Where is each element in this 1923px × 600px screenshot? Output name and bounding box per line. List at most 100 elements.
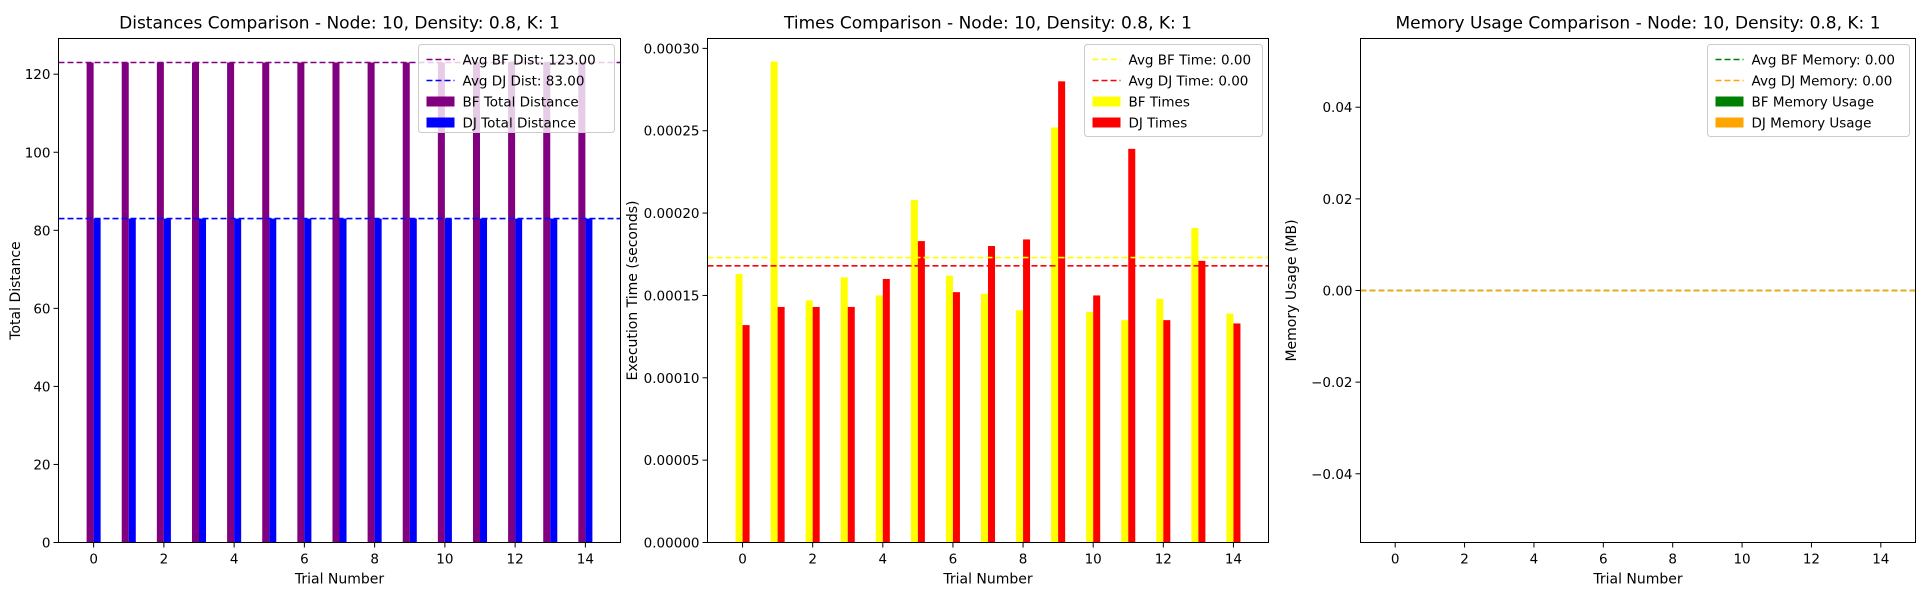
bar [1023, 239, 1031, 543]
x-tick-label: 14 [1225, 552, 1242, 568]
legend-label: Avg DJ Time: 0.00 [1129, 74, 1249, 90]
x-tick-label: 12 [1155, 552, 1172, 568]
bar [234, 218, 242, 543]
bar [1051, 127, 1059, 543]
y-tick-label: 0.00005 [644, 453, 700, 469]
y-tick-label: 0.04 [1322, 100, 1352, 116]
bar [840, 277, 848, 543]
y-tick-label: −0.04 [1311, 467, 1352, 483]
x-tick-label: 8 [370, 552, 379, 568]
bar [1086, 311, 1094, 543]
bar [128, 218, 136, 543]
bar [93, 218, 101, 543]
bar [945, 275, 953, 543]
y-tick-label: 60 [33, 301, 50, 317]
x-tick-label: 4 [879, 552, 888, 568]
legend-label: Avg BF Dist: 123.00 [463, 53, 596, 69]
legend: Avg BF Time: 0.00 Avg DJ Time: 0.00 BF Tim… [1084, 44, 1263, 137]
legend-label: Avg DJ Dist: 83.00 [463, 74, 585, 90]
bar [304, 218, 312, 543]
bar [585, 218, 593, 543]
legend-patch-swatch [1092, 96, 1121, 107]
series-bf-total-distance [86, 62, 586, 543]
bar [1128, 148, 1136, 543]
x-tick-label: 2 [808, 552, 817, 568]
legend-patch-swatch [426, 96, 455, 107]
bar [515, 218, 523, 543]
series-dj-times [742, 81, 1241, 543]
x-tick-label: 0 [738, 552, 747, 568]
chart-panel-3: 0 2 4 6 8 10 12 14 −0.04 −0.02 0.00 0.02 0.04 Memory … [1284, 14, 1916, 588]
bar [910, 199, 918, 543]
bar [812, 306, 820, 543]
y-tick-label: −0.02 [1311, 375, 1352, 391]
x-axis-label: Trial Number [942, 572, 1033, 588]
x-tick-label: 2 [1460, 552, 1469, 568]
y-tick-label: 20 [33, 457, 50, 473]
y-tick-label: 0.00000 [644, 536, 700, 552]
bar [339, 218, 347, 543]
bar [980, 293, 988, 543]
bar [805, 300, 813, 543]
y-tick-label: 80 [33, 223, 50, 239]
y-tick-label: 40 [33, 379, 50, 395]
x-tick-label: 10 [1733, 552, 1750, 568]
bar [472, 62, 480, 543]
bar [1093, 295, 1101, 543]
bar [402, 62, 410, 543]
bar [332, 62, 340, 543]
bar [578, 62, 586, 543]
x-tick-label: 6 [1599, 552, 1608, 568]
bar [508, 62, 516, 543]
bar [875, 295, 883, 543]
bar [952, 292, 960, 543]
legend-box [1084, 44, 1263, 137]
chart-panel-2: 0 2 4 6 8 10 12 14 0.00000 0.00005 0.00010 0.00015 0… [625, 14, 1269, 588]
axes-frame [707, 38, 1269, 543]
legend-box [418, 44, 615, 133]
bar [199, 218, 207, 543]
y-tick-label: 0.00 [1322, 284, 1352, 300]
bar [1058, 81, 1066, 543]
bar [777, 306, 785, 543]
x-tick-label: 6 [949, 552, 958, 568]
x-tick-label: 0 [1391, 552, 1400, 568]
bar [262, 62, 270, 543]
bar [1163, 320, 1171, 543]
x-tick-label: 0 [89, 552, 98, 568]
x-tick-label: 4 [1530, 552, 1539, 568]
x-tick-label: 10 [436, 552, 453, 568]
y-tick-label: 0.02 [1322, 192, 1352, 208]
legend: Avg BF Dist: 123.00 Avg DJ Dist: 83.00 BF … [418, 44, 615, 133]
bar [444, 218, 452, 543]
y-axis-label: Execution Time (seconds) [625, 200, 641, 380]
legend-patch-swatch [1092, 117, 1121, 128]
bar [480, 218, 488, 543]
legend-patch-swatch [1715, 117, 1744, 128]
legend-label: BF Times [1129, 95, 1190, 111]
x-tick-label: 2 [160, 552, 169, 568]
x-axis-label: Trial Number [294, 572, 385, 588]
y-tick-label: 100 [25, 145, 51, 161]
bar [86, 62, 94, 543]
x-tick-label: 4 [230, 552, 239, 568]
chart-title: Memory Usage Comparison - Node: 10, Dens… [1395, 14, 1880, 34]
legend-patch-swatch [1715, 96, 1744, 107]
bar [227, 62, 235, 543]
bar [735, 274, 743, 543]
x-tick-label: 6 [300, 552, 309, 568]
series-bf-times [735, 61, 1234, 543]
x-tick-label: 14 [577, 552, 594, 568]
legend-box [1707, 44, 1910, 137]
bar [163, 218, 171, 543]
bar [297, 62, 305, 543]
axes-frame [58, 38, 621, 543]
bar [1121, 320, 1129, 543]
y-axis-label: Total Distance [8, 241, 24, 340]
x-tick-label: 10 [1085, 552, 1102, 568]
bar [1016, 310, 1024, 543]
chart-title: Times Comparison - Node: 10, Density: 0.… [783, 14, 1192, 34]
x-tick-label: 14 [1872, 552, 1889, 568]
bar [550, 218, 558, 543]
x-axis-label: Trial Number [1592, 572, 1683, 588]
